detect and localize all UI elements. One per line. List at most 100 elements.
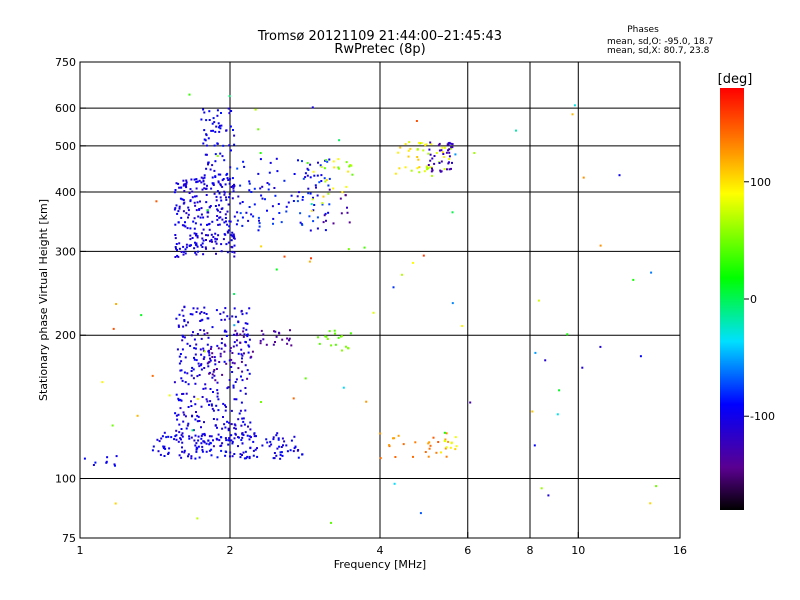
data-point [632, 278, 635, 281]
data-point [448, 168, 451, 171]
data-point [189, 234, 192, 237]
data-point [290, 194, 293, 197]
data-point [346, 206, 348, 209]
data-point [418, 166, 421, 169]
data-point [409, 147, 412, 150]
data-point [220, 208, 223, 210]
data-point [206, 317, 209, 320]
data-point [299, 221, 302, 224]
data-point [208, 435, 211, 438]
data-point [231, 231, 234, 234]
data-point [202, 253, 205, 256]
data-point [244, 450, 247, 453]
data-point [217, 347, 220, 350]
data-point [208, 351, 211, 354]
data-point [199, 329, 202, 331]
data-point [348, 165, 351, 168]
data-point [220, 199, 223, 202]
data-point [429, 153, 432, 156]
data-point [219, 436, 222, 439]
data-point [349, 164, 352, 166]
data-point [208, 443, 211, 446]
data-point [181, 379, 184, 382]
data-point [242, 434, 245, 436]
data-point [341, 349, 343, 352]
data-point [429, 444, 432, 447]
data-point [216, 155, 219, 157]
data-point [237, 418, 240, 421]
data-point [217, 173, 220, 176]
data-point [309, 176, 312, 179]
data-point [196, 307, 199, 310]
data-point [407, 155, 410, 158]
data-point [151, 449, 154, 452]
data-point [347, 170, 350, 173]
data-point [115, 303, 118, 305]
data-point [250, 436, 252, 439]
data-point [208, 403, 210, 406]
data-point [427, 152, 430, 155]
data-point [231, 177, 234, 180]
data-point [201, 396, 204, 398]
data-point [155, 200, 158, 203]
data-point [321, 203, 324, 206]
data-point [182, 179, 185, 182]
data-point [448, 155, 451, 158]
data-point [230, 110, 233, 112]
data-point [178, 242, 181, 245]
data-point [288, 339, 290, 342]
data-point [211, 373, 214, 376]
data-point [205, 201, 208, 204]
data-point [219, 352, 222, 355]
data-point [324, 212, 327, 215]
data-point [200, 213, 203, 216]
data-point [189, 344, 192, 347]
data-point [219, 355, 222, 358]
data-point [214, 359, 217, 362]
data-point [244, 409, 247, 412]
data-point [233, 333, 235, 336]
data-point [283, 255, 286, 258]
data-point [283, 440, 286, 443]
data-point [445, 446, 448, 449]
data-point [216, 426, 218, 429]
data-point [214, 176, 217, 178]
data-point [440, 160, 443, 163]
data-point [341, 191, 344, 194]
data-point [227, 107, 230, 110]
data-point [275, 268, 278, 271]
data-point [200, 337, 203, 340]
data-point [328, 177, 331, 180]
data-point [582, 176, 585, 179]
data-point [217, 234, 220, 237]
x-tick-label: 8 [527, 544, 534, 557]
data-point [397, 434, 400, 437]
data-point [221, 155, 224, 158]
data-point [241, 357, 243, 360]
data-point [227, 203, 230, 206]
data-point [211, 326, 214, 329]
data-point [195, 195, 198, 198]
data-point [203, 174, 206, 177]
data-point [429, 141, 432, 144]
data-point [274, 194, 277, 197]
data-point [189, 200, 192, 203]
y-tick-label: 75 [62, 532, 76, 545]
data-point [407, 149, 410, 152]
data-point [328, 158, 331, 161]
data-point [232, 345, 235, 348]
data-point [210, 404, 213, 407]
data-point [195, 442, 198, 445]
data-point [178, 362, 181, 365]
data-point [187, 406, 190, 408]
data-point [181, 224, 184, 227]
data-point [447, 142, 450, 145]
data-point [231, 442, 234, 445]
data-point [228, 95, 231, 98]
data-point [184, 415, 187, 418]
data-point [227, 231, 229, 234]
data-point [334, 332, 336, 335]
data-point [205, 313, 208, 315]
data-point [232, 386, 235, 389]
data-point [245, 328, 248, 331]
